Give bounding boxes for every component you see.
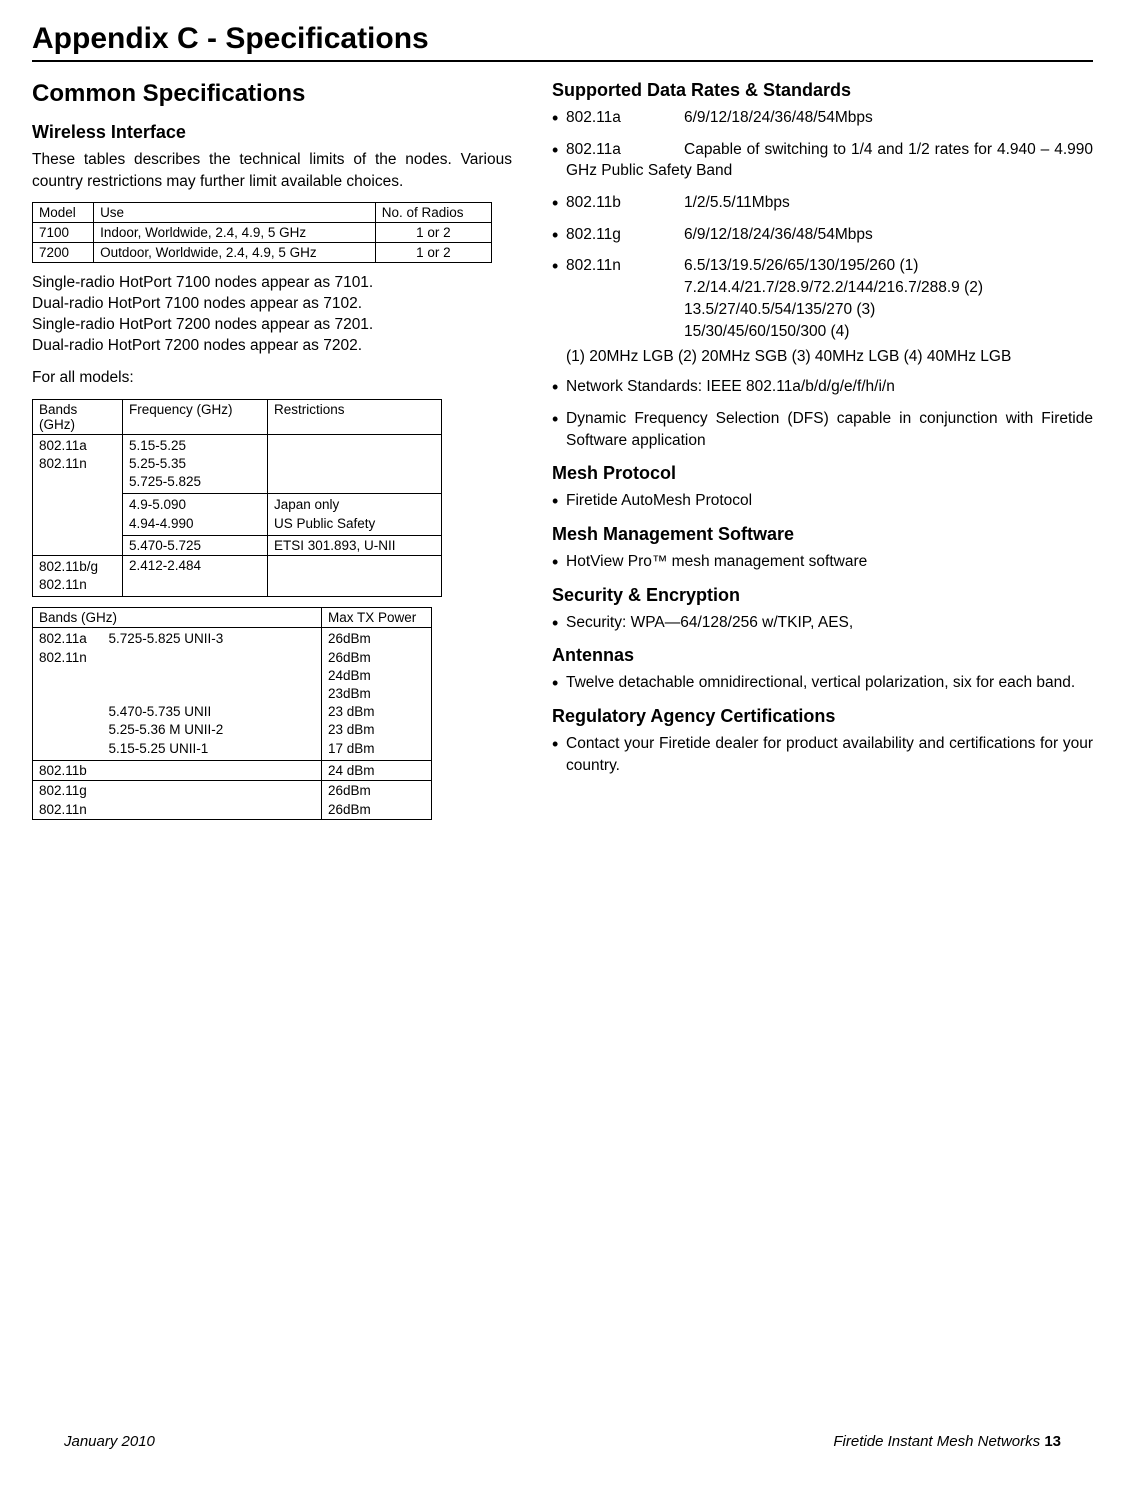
title-rule — [32, 60, 1093, 62]
model-table: Model Use No. of Radios 7100 Indoor, Wor… — [32, 202, 492, 263]
right-column: Supported Data Rates & Standards 802.11a… — [552, 80, 1093, 830]
table-row: 802.11b/g 802.11n 2.412-2.484 — [33, 555, 442, 596]
common-specs-title: Common Specifications — [32, 80, 512, 108]
regulatory-list: Contact your Firetide dealer for product… — [552, 733, 1093, 776]
th-radios: No. of Radios — [375, 203, 491, 223]
list-item: Firetide AutoMesh Protocol — [566, 490, 1093, 512]
regulatory-title: Regulatory Agency Certifications — [552, 706, 1093, 727]
left-column: Common Specifications Wireless Interface… — [32, 80, 512, 830]
antennas-title: Antennas — [552, 645, 1093, 666]
node-notes: Single-radio HotPort 7100 nodes appear a… — [32, 273, 512, 357]
table-row: 7100 Indoor, Worldwide, 2.4, 4.9, 5 GHz … — [33, 223, 492, 243]
page-footer: January 2010 Firetide Instant Mesh Netwo… — [64, 1433, 1061, 1450]
mesh-protocol-title: Mesh Protocol — [552, 463, 1093, 484]
list-item: 802.11a6/9/12/18/24/36/48/54Mbps — [566, 107, 1093, 129]
page-title: Appendix C - Specifications — [32, 22, 1093, 56]
rates-footnote: (1) 20MHz LGB (2) 20MHz SGB (3) 40MHz LG… — [552, 348, 1093, 366]
table-row: 7200 Outdoor, Worldwide, 2.4, 4.9, 5 GHz… — [33, 243, 492, 263]
list-item: 802.11n 6.5/13/19.5/26/65/130/195/260 (1… — [566, 255, 1093, 342]
list-item: Twelve detachable omnidirectional, verti… — [566, 672, 1093, 694]
th-use: Use — [94, 203, 376, 223]
security-list: Security: WPA—64/128/256 w/TKIP, AES, — [552, 612, 1093, 634]
table-row: Bands (GHz) Max TX Power — [33, 608, 432, 628]
wireless-title: Wireless Interface — [32, 122, 512, 143]
list-item: Dynamic Frequency Selection (DFS) capabl… — [566, 408, 1093, 451]
security-title: Security & Encryption — [552, 585, 1093, 606]
list-item: 802.11b1/2/5.5/11Mbps — [566, 192, 1093, 214]
list-item: Security: WPA—64/128/256 w/TKIP, AES, — [566, 612, 1093, 634]
list-item: Contact your Firetide dealer for product… — [566, 733, 1093, 776]
wireless-intro: These tables describes the technical lim… — [32, 149, 512, 192]
list-item: 802.11aCapable of switching to 1/4 and 1… — [566, 139, 1093, 182]
list-item: 802.11g6/9/12/18/24/36/48/54Mbps — [566, 224, 1093, 246]
standards-list: Network Standards: IEEE 802.11a/b/d/g/e/… — [552, 376, 1093, 451]
data-rates-title: Supported Data Rates & Standards — [552, 80, 1093, 101]
list-item: Network Standards: IEEE 802.11a/b/d/g/e/… — [566, 376, 1093, 398]
mesh-mgmt-title: Mesh Management Software — [552, 524, 1093, 545]
bands-freq-table: Bands (GHz) Frequency (GHz) Restrictions… — [32, 399, 442, 598]
table-row: 802.11a 802.11n 5.725-5.825 UNII-3 5.470… — [33, 628, 432, 761]
page: Appendix C - Specifications Common Speci… — [32, 22, 1093, 1482]
footer-date: January 2010 — [64, 1433, 155, 1450]
table-row: Bands (GHz) Frequency (GHz) Restrictions — [33, 399, 442, 434]
table-row: Model Use No. of Radios — [33, 203, 492, 223]
rates-list: 802.11a6/9/12/18/24/36/48/54Mbps 802.11a… — [552, 107, 1093, 342]
columns: Common Specifications Wireless Interface… — [32, 80, 1093, 830]
table-row: 802.11b 24 dBm — [33, 760, 432, 780]
tx-power-table: Bands (GHz) Max TX Power 802.11a 802.11n… — [32, 607, 432, 820]
list-item: HotView Pro™ mesh management software — [566, 551, 1093, 573]
mesh-protocol-list: Firetide AutoMesh Protocol — [552, 490, 1093, 512]
footer-right: Firetide Instant Mesh Networks 13 — [833, 1433, 1061, 1450]
antennas-list: Twelve detachable omnidirectional, verti… — [552, 672, 1093, 694]
for-all-models: For all models: — [32, 367, 512, 389]
mesh-mgmt-list: HotView Pro™ mesh management software — [552, 551, 1093, 573]
table-row: 802.11a 802.11n 5.15-5.25 5.25-5.35 5.72… — [33, 434, 442, 494]
table-row: 802.11g 26dBm — [33, 780, 432, 800]
th-model: Model — [33, 203, 94, 223]
table-row: 802.11n 26dBm — [33, 800, 432, 820]
